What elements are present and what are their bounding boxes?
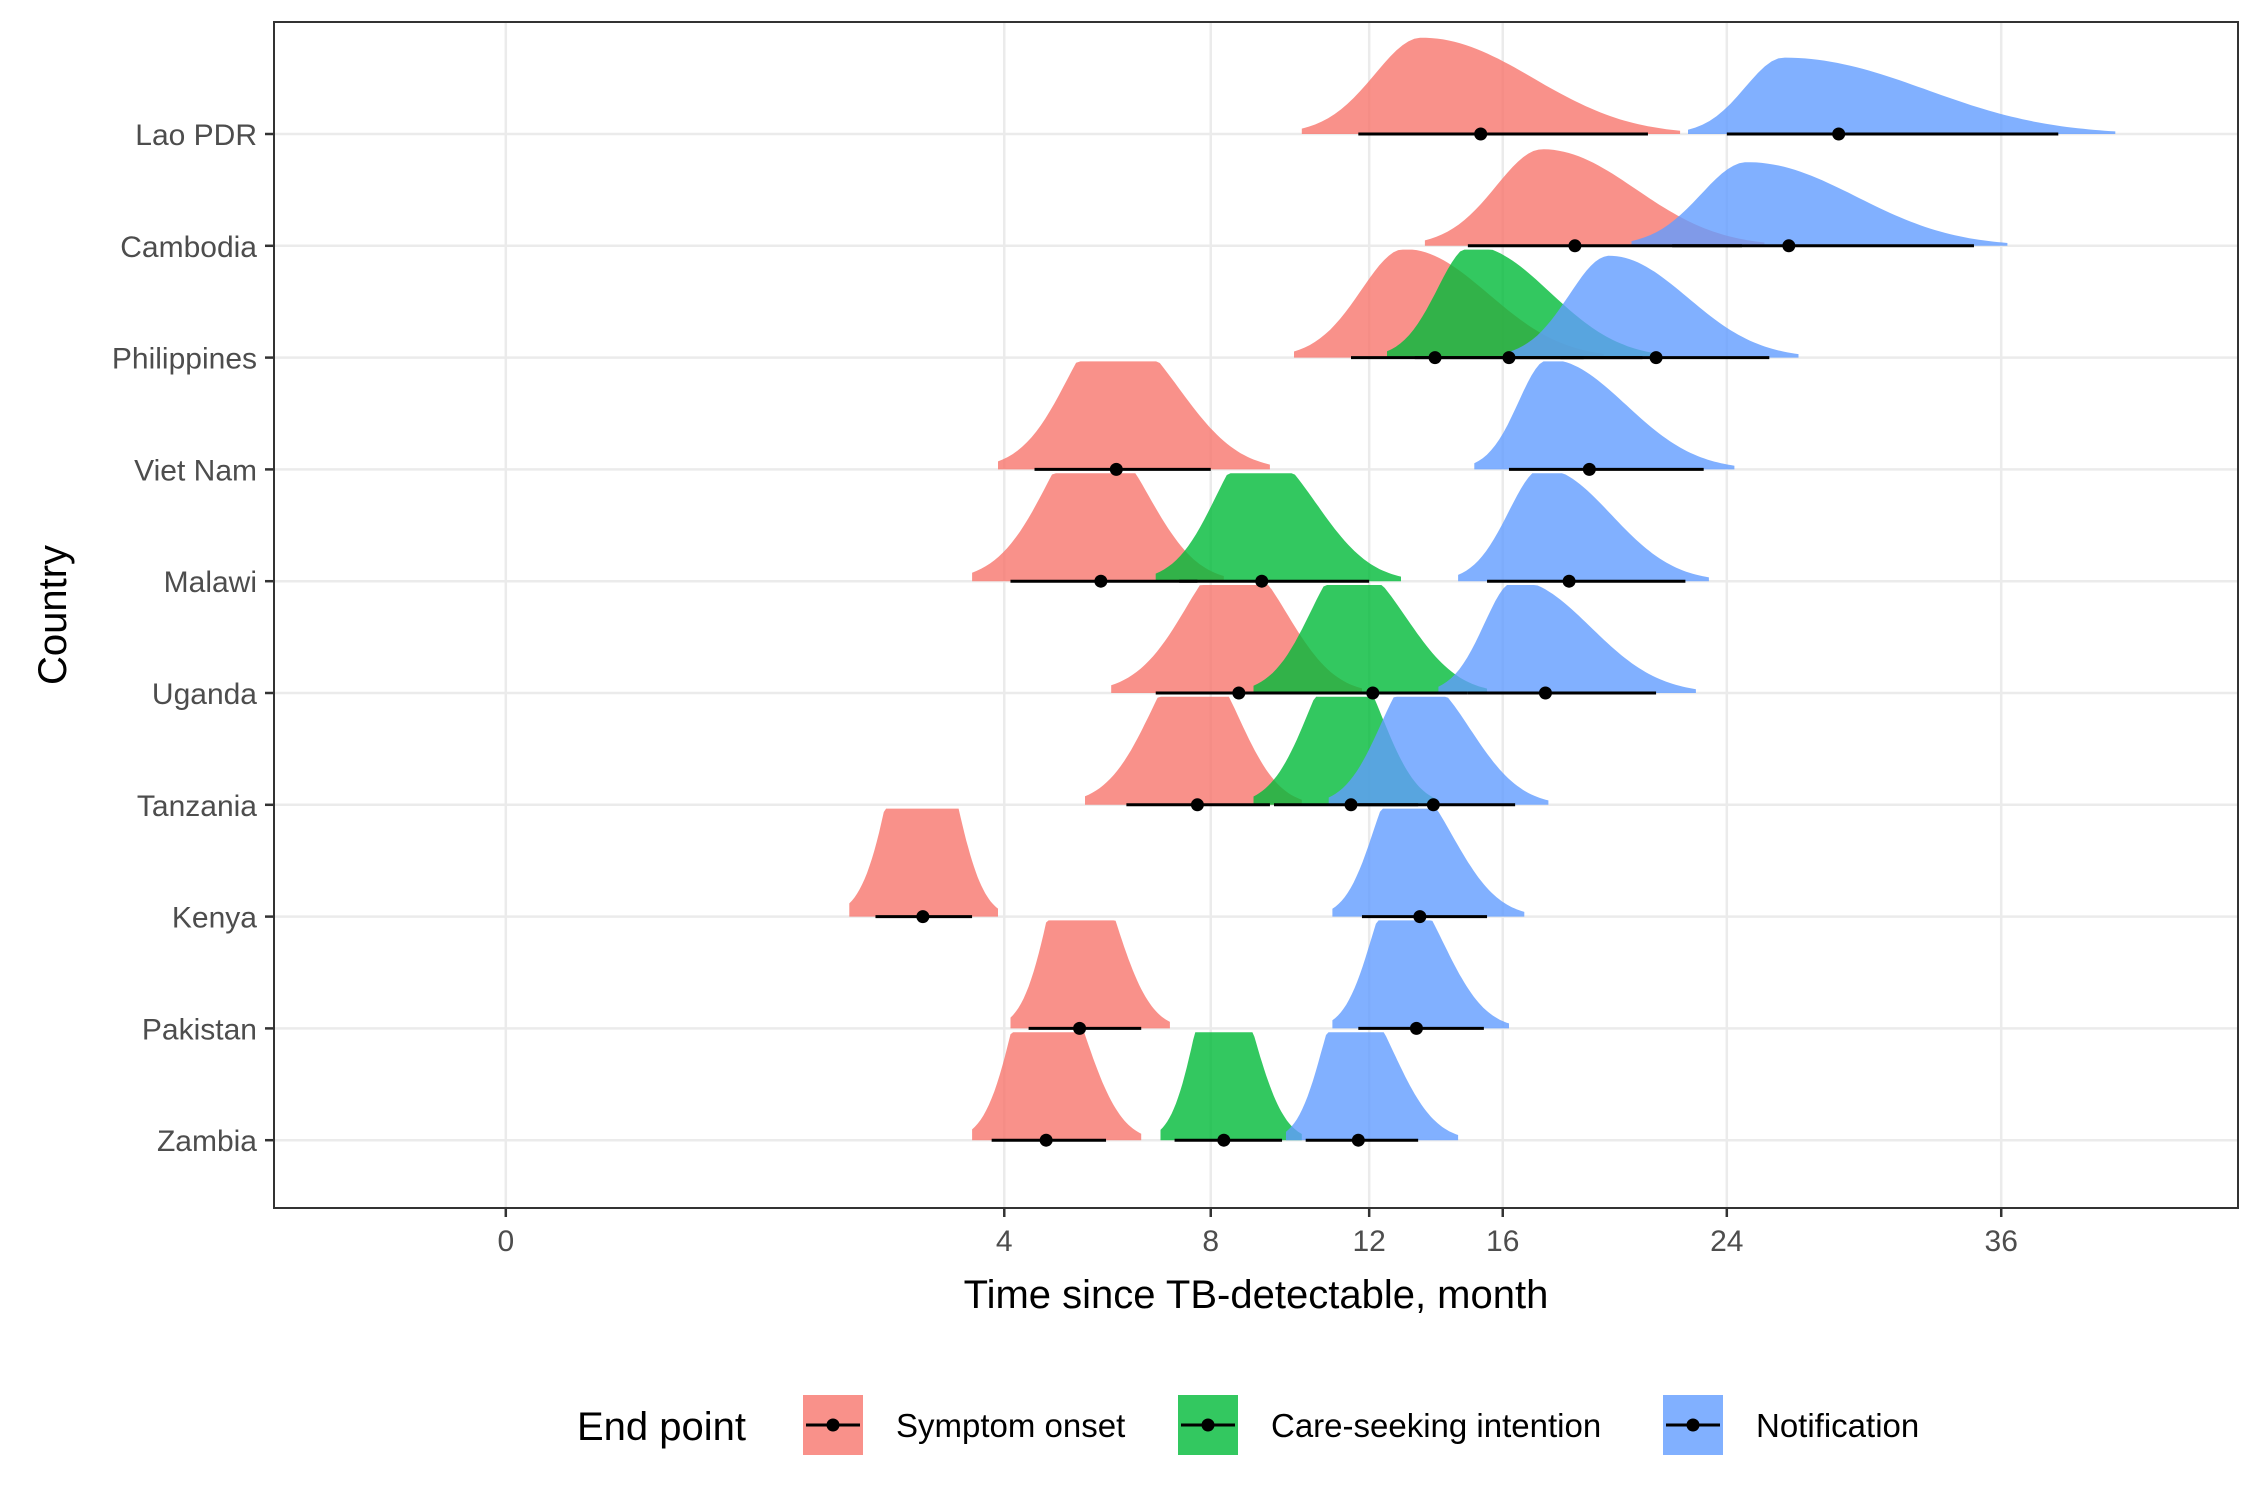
median-point-cambodia-notif xyxy=(1782,239,1796,253)
median-point-malawi-symptom xyxy=(1094,574,1108,588)
x-tick-label: 36 xyxy=(1985,1225,2018,1258)
median-point-zambia-care xyxy=(1217,1133,1231,1147)
legend-key-point xyxy=(1201,1418,1215,1432)
x-tick-label: 16 xyxy=(1486,1225,1519,1258)
density-tanzania-symptom xyxy=(1085,696,1302,805)
interval-marks xyxy=(875,127,2059,1147)
legend: End point Symptom onset Care-seeking inte… xyxy=(577,1395,1919,1455)
x-tick-label: 8 xyxy=(1202,1225,1219,1258)
y-tick-label-viet-nam: Viet Nam xyxy=(134,454,257,487)
density-malawi-symptom xyxy=(972,473,1224,582)
median-point-lao-pdr-symptom xyxy=(1474,127,1488,141)
x-axis: 0 4 8 12 16 24 36 xyxy=(497,1208,2018,1258)
median-point-philippines-care xyxy=(1502,351,1516,365)
median-point-uganda-care xyxy=(1366,686,1380,700)
y-axis: Lao PDR Cambodia Philippines Viet Nam Malawi… xyxy=(112,119,274,1158)
y-tick-label-zambia: Zambia xyxy=(157,1125,257,1158)
density-pakistan-symptom xyxy=(1010,920,1170,1029)
density-zambia-symptom xyxy=(972,1032,1142,1141)
density-viet-nam-symptom xyxy=(998,361,1270,470)
x-tick-label: 24 xyxy=(1710,1225,1743,1258)
median-point-uganda-symptom xyxy=(1232,686,1246,700)
median-point-viet-nam-notif xyxy=(1582,462,1596,476)
density-uganda-notif xyxy=(1438,585,1696,693)
x-tick-label: 0 xyxy=(497,1225,514,1258)
median-point-pakistan-notif xyxy=(1409,1021,1423,1035)
y-axis-title: Country xyxy=(31,545,75,685)
median-point-lao-pdr-notif xyxy=(1832,127,1846,141)
median-point-cambodia-symptom xyxy=(1568,239,1582,253)
density-pakistan-notif xyxy=(1332,920,1509,1029)
median-point-malawi-care xyxy=(1255,574,1269,588)
x-tick-label: 12 xyxy=(1352,1225,1385,1258)
median-point-tanzania-care xyxy=(1344,798,1358,812)
legend-label-symptom: Symptom onset xyxy=(896,1407,1125,1444)
density-philippines-notif xyxy=(1509,255,1799,358)
density-lao-pdr-notif xyxy=(1688,57,2116,134)
x-axis-title: Time since TB-detectable, month xyxy=(964,1273,1549,1317)
legend-label-notif: Notification xyxy=(1756,1407,1919,1444)
median-point-malawi-notif xyxy=(1562,574,1576,588)
density-lao-pdr-symptom xyxy=(1301,37,1681,135)
density-kenya-symptom xyxy=(849,808,998,917)
density-viet-nam-notif xyxy=(1474,361,1735,470)
density-uganda-care xyxy=(1253,585,1487,693)
median-point-kenya-symptom xyxy=(916,910,930,924)
x-tick-label: 4 xyxy=(996,1225,1013,1258)
median-point-viet-nam-symptom xyxy=(1109,462,1123,476)
density-kenya-notif xyxy=(1332,808,1525,917)
median-point-kenya-notif xyxy=(1413,910,1427,924)
median-point-zambia-notif xyxy=(1351,1133,1365,1147)
median-point-philippines-notif xyxy=(1649,351,1663,365)
median-point-uganda-notif xyxy=(1538,686,1552,700)
y-tick-label-malawi: Malawi xyxy=(164,566,257,599)
y-tick-label-lao-pdr: Lao PDR xyxy=(135,119,257,152)
y-tick-label-kenya: Kenya xyxy=(172,902,257,935)
density-zambia-notif xyxy=(1286,1032,1459,1141)
y-tick-label-pakistan: Pakistan xyxy=(142,1013,257,1046)
median-point-zambia-symptom xyxy=(1039,1133,1053,1147)
density-malawi-care xyxy=(1155,473,1401,582)
panel-border xyxy=(273,21,2239,1209)
density-cambodia-notif xyxy=(1631,162,2008,246)
density-zambia-care xyxy=(1160,1032,1302,1141)
y-tick-label-uganda: Uganda xyxy=(152,678,257,711)
legend-key-point xyxy=(826,1418,840,1432)
median-point-tanzania-notif xyxy=(1426,798,1440,812)
y-tick-label-tanzania: Tanzania xyxy=(137,790,257,823)
median-point-tanzania-symptom xyxy=(1190,798,1204,812)
legend-title: End point xyxy=(577,1405,746,1449)
density-tanzania-notif xyxy=(1328,696,1549,805)
median-point-pakistan-symptom xyxy=(1073,1021,1087,1035)
legend-key-point xyxy=(1686,1418,1700,1432)
y-tick-label-cambodia: Cambodia xyxy=(120,231,257,264)
density-malawi-notif xyxy=(1458,473,1709,582)
legend-label-care: Care-seeking intention xyxy=(1271,1407,1601,1444)
y-tick-label-philippines: Philippines xyxy=(112,343,257,376)
density-ridges xyxy=(849,37,2116,1141)
